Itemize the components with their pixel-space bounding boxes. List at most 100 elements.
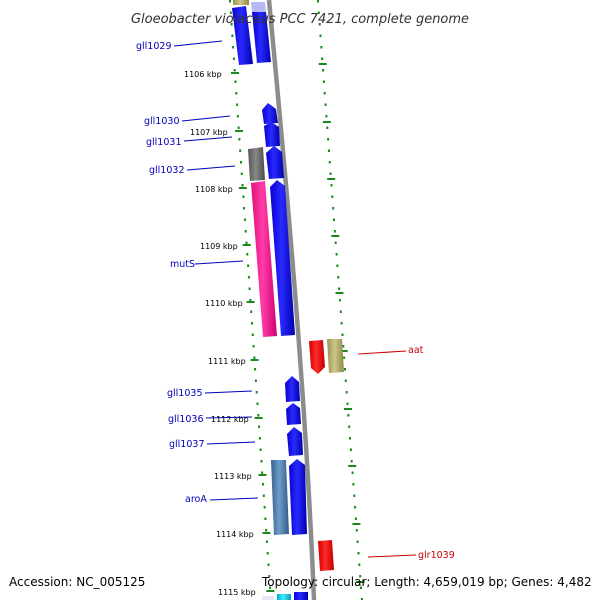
tick-mark — [265, 540, 268, 543]
gene-feature-mutS[interactable] — [270, 180, 295, 336]
tick-mark-major — [266, 590, 275, 592]
gene-feature-gll1036[interactable] — [286, 403, 301, 425]
gene-label-mutS[interactable]: mutS — [170, 259, 195, 270]
tick-mark-major — [327, 178, 336, 180]
gene-feature-gll1032-gray[interactable] — [248, 147, 265, 181]
gene-feature-lightblue-top[interactable] — [251, 2, 266, 12]
tick-mark — [243, 218, 246, 221]
tick-label: 1106 kbp — [184, 70, 222, 79]
tick-mark — [320, 46, 323, 49]
gene-feature-mutS-pink[interactable] — [251, 181, 277, 337]
tick-mark — [251, 322, 253, 325]
tick-mark — [317, 11, 320, 14]
map-title: Gloeobacter violaceus PCC 7421, complete… — [131, 12, 469, 27]
tick-mark — [335, 253, 338, 256]
gene-feature-cyan-bottom[interactable] — [277, 594, 291, 600]
tick-mark — [323, 92, 326, 95]
gene-feature-gll1029[interactable] — [232, 6, 253, 65]
gene-feature-gll1032[interactable] — [266, 146, 284, 179]
leader-gll1035 — [204, 390, 253, 394]
tick-labels: 1106 kbp 1107 kbp 1108 kbp 1109 kbp 1110… — [184, 70, 256, 597]
tick-mark — [232, 57, 235, 60]
tick-mark — [244, 230, 247, 233]
gene-label-glr1039[interactable]: glr1039 — [418, 550, 455, 561]
tick-mark — [319, 34, 322, 37]
tick-mark — [351, 471, 354, 474]
tick-mark-major — [258, 474, 267, 476]
leader-aat — [357, 350, 407, 355]
tick-mark — [256, 402, 259, 405]
tick-mark — [233, 69, 236, 72]
gene-feature-aroA-steel[interactable] — [271, 460, 289, 535]
tick-mark — [245, 241, 248, 244]
tick-mark — [347, 414, 350, 417]
tick-mark-major — [356, 581, 365, 583]
tick-mark-major — [352, 523, 361, 525]
tick-mark — [249, 299, 252, 302]
tick-mark-major — [318, 63, 327, 65]
tick-mark — [360, 586, 362, 589]
tick-mark — [350, 460, 353, 463]
tick-mark-major — [235, 130, 243, 132]
gene-feature-gll1035[interactable] — [285, 376, 300, 402]
gene-feature-khaki-top[interactable] — [233, 0, 249, 5]
tick-mark — [252, 345, 255, 348]
gene-label-gll1032[interactable]: gll1032 — [149, 165, 185, 176]
tick-mark — [250, 310, 253, 313]
gene-label-gll1031[interactable]: gll1031 — [146, 137, 182, 148]
tick-mark — [240, 172, 243, 175]
gene-feature-gll1037[interactable] — [287, 427, 303, 456]
tick-mark-major — [335, 292, 344, 294]
gene-label-gll1037[interactable]: gll1037 — [169, 439, 205, 450]
tick-mark-major — [246, 301, 255, 303]
tick-mark — [229, 0, 231, 3]
tick-mark — [239, 149, 242, 152]
tick-mark — [236, 115, 239, 118]
backbone-ring — [266, 0, 317, 600]
tick-mark-major — [250, 359, 259, 361]
tick-mark — [348, 425, 351, 428]
tick-mark — [357, 552, 360, 555]
tick-mark — [356, 540, 359, 543]
tick-mark — [243, 207, 246, 210]
gene-feature-aat-red[interactable] — [309, 340, 325, 374]
tick-mark — [264, 517, 267, 520]
tick-mark-major — [231, 72, 239, 74]
tick-ring-inner — [229, 0, 275, 600]
tick-mark — [346, 402, 349, 405]
tick-mark — [269, 586, 272, 589]
gene-label-aroA[interactable]: aroA — [185, 494, 207, 505]
leader-aroA — [209, 497, 259, 501]
tick-label: 1114 kbp — [216, 530, 254, 539]
gene-feature-aat[interactable] — [327, 339, 344, 373]
tick-label: 1109 kbp — [200, 242, 238, 251]
gene-label-gll1036[interactable]: gll1036 — [168, 414, 204, 425]
tick-mark — [247, 276, 250, 279]
tick-mark — [265, 529, 268, 532]
tick-mark — [328, 149, 330, 152]
gene-feature-glr1039[interactable] — [318, 540, 334, 571]
tick-mark — [326, 126, 329, 129]
gene-feature-gll1031[interactable] — [264, 122, 280, 147]
tick-label: 1112 kbp — [211, 415, 249, 424]
leader-gll1029 — [173, 40, 223, 47]
gene-label-gll1035[interactable]: gll1035 — [167, 388, 203, 399]
gene-feature-gll1029b[interactable] — [252, 12, 271, 63]
tick-mark — [318, 23, 321, 26]
tick-mark-major — [348, 465, 357, 467]
gene-feature-aroA[interactable] — [289, 459, 307, 535]
tick-mark — [322, 80, 325, 83]
tick-mark — [268, 575, 271, 578]
gene-feature-white-bottom[interactable] — [262, 596, 274, 600]
gene-feature-gll1030[interactable] — [262, 103, 278, 124]
leader-gll1031 — [183, 136, 233, 142]
tick-mark — [330, 184, 333, 187]
gene-feature-blue-bottom[interactable] — [294, 592, 308, 600]
gene-label-aat[interactable]: aat — [408, 345, 424, 356]
tick-mark — [248, 287, 251, 290]
topology-text: Topology: circular; Length: 4,659,019 bp… — [262, 575, 592, 589]
gene-label-gll1029[interactable]: gll1029 — [136, 41, 172, 52]
gene-label-gll1030[interactable]: gll1030 — [144, 116, 180, 127]
tick-mark — [360, 598, 363, 600]
